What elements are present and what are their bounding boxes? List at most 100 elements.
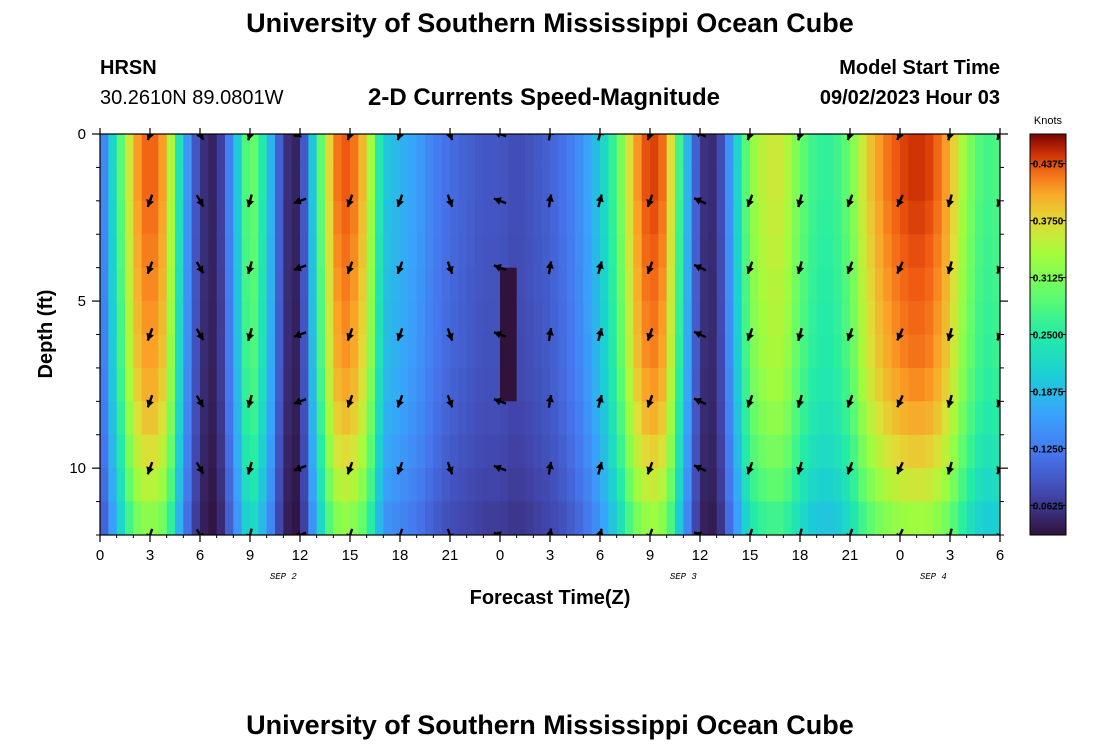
- heatmap-cell: [825, 434, 834, 469]
- heatmap-cell: [275, 334, 284, 369]
- heatmap-cell: [841, 267, 851, 302]
- heatmap-cell: [491, 267, 501, 302]
- heatmap-cell: [183, 167, 193, 202]
- heatmap-cell: [308, 367, 318, 402]
- colorbar-tick-label: 0.3750: [1033, 217, 1064, 228]
- heatmap-cell: [241, 267, 251, 302]
- heatmap-cell: [216, 434, 226, 469]
- current-vector-arrow: [493, 330, 507, 339]
- x-tick-label: 9: [646, 547, 654, 564]
- heatmap-cell: [950, 401, 959, 436]
- current-vector-arrow: [446, 327, 454, 342]
- heatmap-cell: [133, 301, 143, 336]
- heatmap-cell: [833, 301, 843, 336]
- heatmap-cell: [983, 267, 993, 302]
- heatmap-cell: [900, 468, 909, 503]
- heatmap-cell: [825, 167, 834, 202]
- heatmap-cell: [325, 334, 334, 369]
- heatmap-cell: [541, 334, 551, 369]
- current-vector-arrow: [846, 327, 854, 342]
- heatmap-cell: [158, 334, 168, 369]
- heatmap-cell: [275, 134, 284, 169]
- heatmap-cell: [616, 468, 626, 503]
- heatmap-cell: [791, 200, 801, 235]
- footer-title: University of Southern Mississippi Ocean…: [246, 710, 854, 740]
- heatmap-cell: [833, 468, 843, 503]
- heatmap-cell: [241, 200, 251, 235]
- heatmap-cell: [841, 501, 851, 535]
- heatmap-cell: [658, 234, 668, 269]
- heatmap-cell: [575, 334, 584, 369]
- heatmap-cell: [683, 167, 693, 202]
- current-vector-arrow: [493, 397, 507, 406]
- current-vector-arrow: [693, 197, 707, 205]
- heatmap-cell: [958, 334, 968, 369]
- heatmap-cell: [383, 334, 393, 369]
- heatmap-cell: [941, 468, 951, 503]
- heatmap-cell: [716, 501, 726, 535]
- heatmap-cell: [725, 334, 734, 369]
- heatmap-cell: [600, 501, 609, 535]
- heatmap-cell: [408, 367, 418, 402]
- heatmap-cell: [833, 501, 843, 535]
- heatmap-cell: [700, 434, 709, 469]
- heatmap-cell: [800, 501, 809, 535]
- heatmap-cell: [300, 200, 309, 235]
- heatmap-cell: [483, 501, 493, 535]
- heatmap-cell: [858, 367, 868, 402]
- heatmap-cell: [358, 367, 368, 402]
- heatmap-cell: [616, 334, 626, 369]
- heatmap-cell: [183, 134, 193, 169]
- heatmap-cell: [483, 468, 493, 503]
- heatmap-cell: [150, 200, 159, 235]
- heatmap-cell: [575, 301, 584, 336]
- heatmap-cell: [758, 468, 768, 503]
- current-vector-arrow: [946, 327, 954, 342]
- heatmap-cell: [158, 134, 168, 169]
- heatmap-cell: [666, 334, 676, 369]
- heatmap-cell: [491, 401, 501, 436]
- heatmap-cell: [425, 401, 434, 436]
- heatmap-cell: [933, 267, 943, 302]
- heatmap-cell: [891, 367, 901, 402]
- heatmap-cell: [575, 367, 584, 402]
- heatmap-cell: [358, 134, 368, 169]
- heatmap-cell: [675, 200, 684, 235]
- heatmap-cell: [175, 468, 184, 503]
- heatmap-cell: [400, 167, 409, 202]
- heatmap-cell: [383, 200, 393, 235]
- current-vector-arrow: [596, 528, 604, 535]
- heatmap-cell: [258, 234, 268, 269]
- heatmap-cell: [808, 200, 818, 235]
- heatmap-cell: [416, 468, 426, 503]
- heatmap-cell: [341, 234, 351, 269]
- heatmap-cell: [825, 134, 834, 169]
- heatmap-cell: [525, 167, 534, 202]
- heatmap-cell: [175, 501, 184, 535]
- heatmap-cell: [758, 200, 768, 235]
- heatmap-cell: [225, 167, 234, 202]
- heatmap-cell: [333, 267, 343, 302]
- heatmap-cell: [633, 434, 643, 469]
- heatmap-cell: [708, 501, 718, 535]
- heatmap-cell: [958, 200, 968, 235]
- heatmap-cell: [875, 200, 884, 235]
- heatmap-cell: [675, 167, 684, 202]
- heatmap-cell: [408, 501, 418, 535]
- heatmap-cell: [816, 367, 826, 402]
- heatmap-cell: [966, 401, 976, 436]
- heatmap-cell: [925, 468, 934, 503]
- heatmap-cell: [208, 468, 218, 503]
- heatmap-cell: [908, 167, 918, 202]
- heatmap-cell: [341, 301, 351, 336]
- heatmap-cell: [450, 401, 459, 436]
- heatmap-cell: [508, 401, 518, 436]
- heatmap-cell: [566, 468, 576, 503]
- heatmap-cell: [158, 434, 168, 469]
- heatmap-cell: [433, 134, 443, 169]
- heatmap-cell: [400, 367, 409, 402]
- heatmap-cell: [191, 501, 201, 535]
- heatmap-cell: [866, 267, 876, 302]
- heatmap-cell: [691, 501, 701, 535]
- heatmap-cell: [516, 301, 526, 336]
